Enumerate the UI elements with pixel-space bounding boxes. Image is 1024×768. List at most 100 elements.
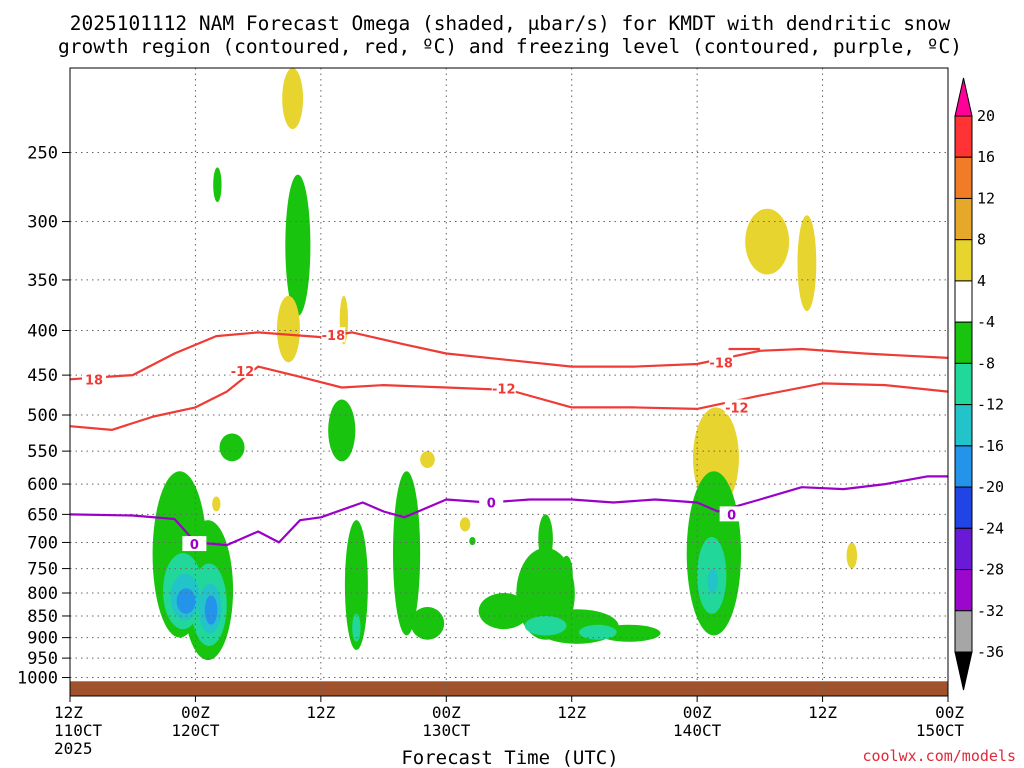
omega-region [579,624,617,640]
y-tick-label: 450 [27,366,58,386]
y-tick-label: 700 [27,533,58,553]
omega-region [846,542,858,569]
y-tick-label: 250 [27,144,58,164]
colorbar-swatch [954,404,973,447]
x-tick-label-time: 12Z [54,703,83,722]
omega-shading [152,68,858,661]
contour-label-bg [719,506,744,522]
colorbar-label: -36 [977,643,1004,661]
colorbar-swatch [954,239,973,282]
omega-region [469,536,476,546]
omega-region [560,555,573,594]
contour-label-bg [724,399,749,415]
colorbar-swatch [954,445,973,488]
contour-label: -18 [709,356,733,371]
omega-region [707,568,719,594]
contour-line [69,331,949,381]
colorbar-swatch [954,321,973,364]
colorbar-label: 12 [977,189,995,207]
surface-ground [70,681,948,696]
contour-label-bg [230,362,255,378]
x-tick-label-year: 2025 [54,739,93,758]
y-tick-label: 1000 [17,669,58,689]
watermark: coolwx.com/models [862,747,1016,765]
contour-label-bg [321,327,346,343]
y-tick-label: 650 [27,505,58,525]
colorbar-swatch [954,197,973,241]
omega-region [478,593,529,630]
colorbar-swatch [954,362,973,406]
y-tick-label: 350 [27,271,58,291]
omega-region [285,174,311,317]
y-tick-label: 550 [27,442,58,462]
omega-region [276,295,300,363]
contour-label-bg [491,380,516,396]
colorbar-swatch [954,610,973,653]
colorbar-label: 16 [977,148,995,166]
colorbar-label: 20 [977,107,995,125]
contour-label: 0 [727,508,736,523]
ground-fill [70,681,948,696]
colorbar-label: -12 [977,396,1004,414]
omega-region [344,520,368,651]
colorbar-label: 8 [977,231,986,249]
y-tick-label: 900 [27,629,58,649]
colorbar-label: -20 [977,478,1004,496]
x-axis-label: Forecast Time (UTC) [401,747,618,768]
x-tick-label-date: 110CT [54,721,103,740]
colorbar-swatch [954,569,973,612]
colorbar-label: -32 [977,602,1004,620]
colorbar-label: -16 [977,437,1004,455]
colorbar-swatch [954,115,973,158]
plot-frame [69,67,949,697]
chart-title-line-2: growth region (contoured, red, ºC) and f… [58,35,962,58]
contour-label: -12 [725,401,749,416]
contour-labels: 18 -18 -12 -12 -18 -12 0 0 0 [82,327,749,553]
colorbar-legend: 20 16 12 8 4 -4 -8 -12 -16 -20 -24 -28 -32 -36 [954,77,1004,691]
colorbar-swatch [954,486,973,529]
contour-label-bg [82,371,107,387]
y-tick-label: 850 [27,607,58,627]
chart-title-line-1: 2025101112 NAM Forecast Omega (shaded, μ… [70,12,951,35]
x-tick-label-time: 00Z [935,703,964,722]
colorbar-label: -28 [977,561,1004,579]
omega-region [213,167,222,203]
x-tick-label-time: 12Z [306,703,335,722]
y-tick-label: 400 [27,322,58,342]
colorbar-label: -24 [977,519,1004,537]
contour-label: 18 [85,373,103,388]
colorbar-min-arrow [954,651,973,691]
colorbar-label: 4 [977,272,986,290]
y-tick-label: 800 [27,584,58,604]
omega-region [420,451,435,468]
omega-region [204,595,218,625]
x-tick-label-date: 130CT [422,721,471,740]
omega-region [459,517,471,532]
omega-region [524,615,567,636]
temperature-contours [69,331,949,547]
x-tick-label-time: 00Z [683,703,712,722]
contour-label: -12 [231,365,255,380]
omega-region [538,514,553,564]
omega-region [282,68,304,130]
contour-label: -12 [492,382,516,397]
colorbar-swatch [954,280,973,323]
contour-line [69,365,949,431]
omega-region [328,399,356,462]
contour-label-bg [479,494,504,510]
x-tick-label-time: 12Z [557,703,586,722]
x-tick-label-date: 150CT [916,721,965,740]
contour-label: 0 [487,497,496,512]
colorbar-swatch [954,527,973,571]
x-tick-label-time: 00Z [181,703,210,722]
contour-line [69,475,948,547]
omega-region [797,215,817,312]
omega-region [392,471,421,636]
contour-label-bg [709,354,734,370]
y-tick-label: 950 [27,649,58,669]
x-tick-label-date: 140CT [673,721,722,740]
x-tick-label-time: 12Z [808,703,837,722]
y-tick-label: 600 [27,475,58,495]
